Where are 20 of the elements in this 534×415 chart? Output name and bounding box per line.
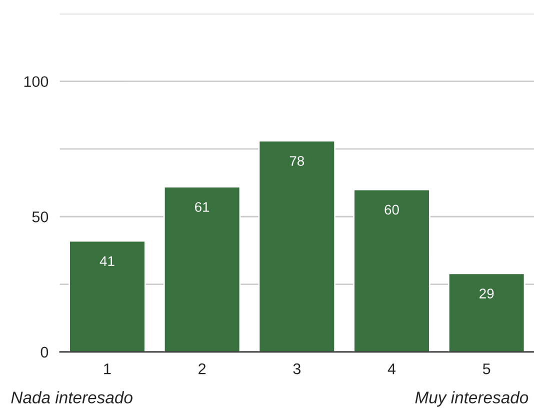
data-label: 78 [290, 156, 304, 166]
bar [353, 188, 430, 352]
data-label: 61 [195, 202, 210, 212]
y-tick-label: 100 [24, 76, 48, 88]
text: Nada interesado [11, 391, 132, 404]
y-tick-label: 0 [40, 346, 48, 358]
x-tick-label: 5 [482, 364, 490, 374]
data-label: 41 [100, 256, 114, 266]
y-tick-label: 50 [32, 212, 48, 222]
x-tick-label: 2 [198, 363, 206, 374]
x-tick-label: 3 [293, 363, 300, 374]
text: Muy interesado [415, 391, 528, 407]
data-label: 60 [384, 204, 399, 215]
x-tick-label: 1 [104, 364, 111, 374]
data-label: 29 [480, 288, 494, 298]
bar [68, 240, 146, 352]
bar [448, 272, 526, 352]
bar [163, 186, 241, 352]
bar [258, 140, 336, 352]
x-tick-label: 4 [388, 364, 396, 374]
